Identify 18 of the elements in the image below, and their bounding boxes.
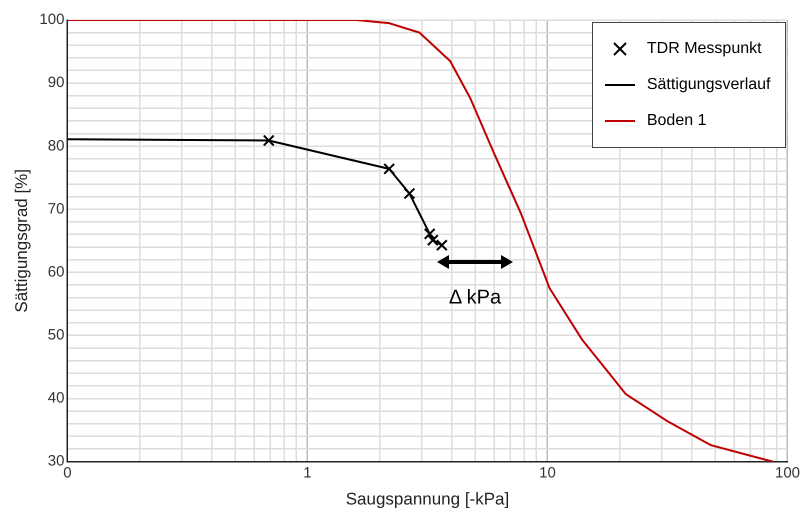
legend-label: TDR Messpunkt bbox=[646, 40, 762, 58]
legend-label: Boden 1 bbox=[646, 112, 706, 130]
y-tick-label: 50 bbox=[48, 326, 64, 344]
legend-label: Sättigungsverlauf bbox=[646, 76, 770, 94]
x-tick-label: 0 bbox=[63, 464, 72, 482]
y-tick-label: 90 bbox=[48, 74, 64, 92]
x-axis-title: Saugspannung [-kPa] bbox=[346, 489, 510, 508]
x-tick-label: 100 bbox=[774, 464, 800, 482]
y-tick-label: 60 bbox=[48, 263, 64, 280]
y-tick-label: 70 bbox=[48, 200, 64, 218]
y-tick-label: 80 bbox=[48, 137, 64, 154]
annotation: Δ kPa bbox=[448, 286, 502, 309]
x-tick-label: 10 bbox=[539, 464, 556, 482]
y-tick-label: 40 bbox=[48, 390, 64, 407]
y-axis-title: Sättigungsgrad [%] bbox=[12, 168, 31, 313]
y-tick-label: 30 bbox=[48, 452, 64, 470]
y-tick-label: 100 bbox=[39, 11, 64, 28]
x-tick-label: 1 bbox=[303, 464, 312, 482]
